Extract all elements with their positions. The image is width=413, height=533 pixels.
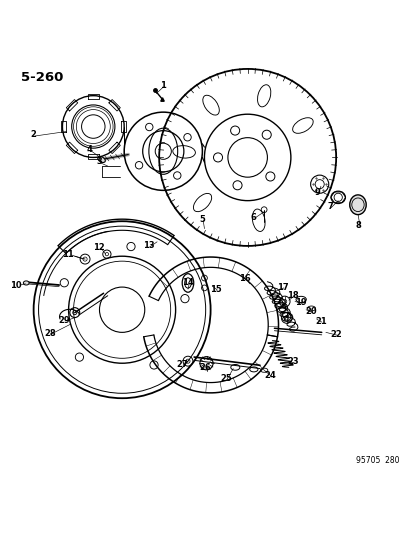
- Text: 15: 15: [210, 285, 222, 294]
- Ellipse shape: [23, 281, 29, 285]
- Text: 29: 29: [59, 316, 70, 325]
- Text: 23: 23: [287, 358, 299, 367]
- Ellipse shape: [98, 157, 105, 163]
- Text: 26: 26: [200, 363, 211, 372]
- Text: 3: 3: [97, 157, 102, 166]
- Text: 11: 11: [62, 249, 74, 259]
- Text: 8: 8: [356, 221, 362, 230]
- Text: 19: 19: [295, 298, 307, 307]
- Text: 7: 7: [327, 203, 333, 211]
- Text: 17: 17: [277, 282, 288, 292]
- Ellipse shape: [350, 195, 366, 215]
- Text: 10: 10: [10, 280, 22, 289]
- Text: 6: 6: [251, 213, 257, 222]
- Text: 5: 5: [199, 215, 205, 224]
- Text: 16: 16: [239, 273, 251, 282]
- Text: 21: 21: [315, 317, 327, 326]
- Text: 95705  280: 95705 280: [356, 456, 400, 465]
- Text: 24: 24: [264, 371, 276, 380]
- Text: 5-260: 5-260: [21, 71, 64, 84]
- Text: 1: 1: [160, 81, 166, 90]
- Text: 4: 4: [86, 144, 92, 154]
- Text: 25: 25: [221, 374, 232, 383]
- Text: 14: 14: [182, 278, 194, 287]
- Text: 12: 12: [93, 244, 104, 253]
- Text: 22: 22: [330, 330, 342, 339]
- Text: 20: 20: [306, 308, 317, 316]
- Text: 2: 2: [31, 130, 37, 139]
- Text: 27: 27: [176, 360, 188, 369]
- Text: 9: 9: [315, 188, 320, 197]
- Text: 13: 13: [143, 241, 155, 251]
- Text: 18: 18: [287, 291, 299, 300]
- Text: 28: 28: [44, 329, 56, 338]
